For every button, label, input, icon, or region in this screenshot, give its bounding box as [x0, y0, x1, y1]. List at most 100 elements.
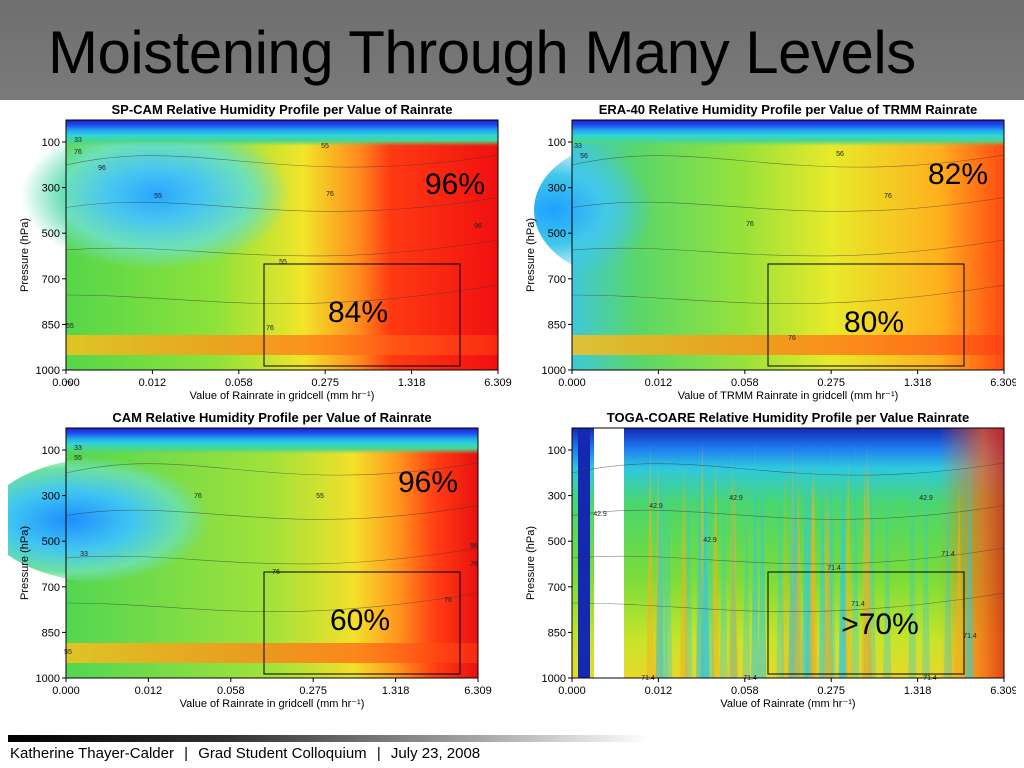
y-tick-label: 300: [548, 491, 566, 503]
contour-line: [65, 505, 479, 520]
contour-lines: [571, 462, 1005, 612]
contour-line: [65, 284, 499, 304]
dry-core: [21, 120, 291, 270]
contour-label: 56: [580, 153, 588, 160]
chart-panel-4: TOGA-COARE Relative Humidity Profile per…: [525, 410, 1016, 710]
x-tick-label: 0.012: [645, 685, 673, 697]
data-column: [729, 485, 738, 678]
footer-event: Grad Student Colloquium: [198, 745, 367, 762]
x-tick-label: 0.058: [217, 685, 245, 697]
contour-label: 71.4: [941, 551, 955, 558]
charts-svg: SP-CAM Relative Humidity Profile per Val…: [8, 102, 1016, 710]
x-tick-label: 0.275: [311, 377, 339, 389]
contour-label: 55: [316, 493, 324, 500]
x-tick-label: 1.318: [904, 377, 932, 389]
dry-core: [534, 140, 734, 280]
data-column: [646, 445, 655, 678]
data-column: [742, 483, 751, 678]
percent-annotation: 96%: [398, 466, 458, 499]
chart-title: ERA-40 Relative Humidity Profile per Val…: [599, 102, 978, 117]
contour-label: 76: [470, 561, 478, 568]
contour-label: 55: [321, 143, 329, 150]
contour-line: [571, 547, 1005, 565]
data-column: [908, 444, 917, 678]
upper-level-stripes: [572, 120, 1004, 146]
x-axis-label: Value of Rainrate in gridcell (mm hr⁻¹): [190, 390, 375, 402]
data-column: [788, 456, 797, 678]
footer-divider: [8, 735, 648, 742]
y-tick-label: 300: [548, 183, 566, 195]
data-column: [824, 487, 833, 678]
data-column: [863, 445, 872, 678]
contour-label: 71.4: [963, 633, 977, 640]
percent-annotation: >70%: [841, 608, 919, 641]
chart-panel-1: SP-CAM Relative Humidity Profile per Val…: [19, 102, 512, 402]
data-column: [719, 482, 728, 678]
x-tick-label: 0.000: [558, 685, 586, 697]
y-tick-label: 1000: [542, 365, 566, 377]
plot-frame: [65, 119, 499, 371]
contour-label: 55: [64, 649, 72, 656]
y-tick-label: 850: [548, 627, 566, 639]
plot-area: [534, 120, 1005, 370]
contour-label: 42.9: [703, 537, 717, 544]
contour-lines: [65, 462, 479, 612]
highlight-box: [263, 263, 461, 367]
missing-data-gap: [608, 428, 624, 678]
data-column: [758, 455, 767, 678]
highlight-box: [767, 263, 965, 367]
data-column: [794, 486, 803, 678]
contour-line: [571, 505, 1005, 520]
y-tick-label: 1000: [36, 365, 60, 377]
data-column: [664, 482, 673, 678]
x-tick-label: 0.000: [558, 377, 586, 389]
chart-title: CAM Relative Humidity Profile per Value …: [112, 410, 431, 425]
contour-line: [571, 592, 1005, 612]
title-bar: [0, 0, 1024, 100]
contour-label: 42.9: [649, 503, 663, 510]
contour-line: [65, 592, 479, 612]
x-axis-label: Value of Rainrate in gridcell (mm hr⁻¹): [180, 698, 365, 710]
boundary-layer-band: [572, 335, 1004, 355]
x-tick-label: 0.275: [817, 377, 845, 389]
contour-line: [65, 547, 479, 565]
x-tick-label: 0.275: [299, 685, 327, 697]
x-tick-label: 0.058: [731, 685, 759, 697]
y-tick-label: 700: [42, 582, 60, 594]
contour-label: 76: [746, 221, 754, 228]
plot-frame: [65, 427, 479, 679]
y-axis-label: Pressure (hPa): [19, 218, 31, 292]
x-tick-label: 6.309: [990, 377, 1016, 389]
percent-annotation: 82%: [928, 158, 988, 191]
x-tick-label: 1.318: [904, 685, 932, 697]
contour-line: [65, 239, 499, 257]
y-tick-label: 500: [42, 536, 60, 548]
contour-label: 76: [326, 191, 334, 198]
percent-annotation: 84%: [328, 296, 388, 329]
footer: Katherine Thayer-Calder | Grad Student C…: [10, 745, 480, 762]
y-tick-label: 850: [42, 627, 60, 639]
data-column: [788, 441, 797, 678]
data-column: [954, 481, 963, 678]
data-column: [684, 449, 693, 678]
footer-separator: |: [184, 745, 189, 762]
y-tick-label: 1000: [542, 673, 566, 685]
chart-panel-2: ERA-40 Relative Humidity Profile per Val…: [525, 102, 1016, 402]
first-column: [578, 428, 590, 678]
data-column: [851, 442, 860, 678]
data-column: [803, 450, 812, 678]
y-tick-label: 850: [42, 319, 60, 331]
chart-panel-area: SP-CAM Relative Humidity Profile per Val…: [8, 100, 1016, 712]
contour-line: [65, 462, 479, 476]
moist-edge: [572, 428, 1004, 678]
y-axis-label: Pressure (hPa): [19, 526, 31, 600]
y-tick-label: 1000: [36, 673, 60, 685]
contour-line: [571, 197, 1005, 212]
data-column: [838, 460, 847, 678]
y-tick-label: 100: [42, 137, 60, 149]
contour-label: 76: [444, 597, 452, 604]
x-tick-label: 0.000: [52, 685, 80, 697]
percent-annotation: 80%: [844, 306, 904, 339]
y-tick-label: 100: [42, 445, 60, 457]
highlight-box: [767, 571, 965, 675]
